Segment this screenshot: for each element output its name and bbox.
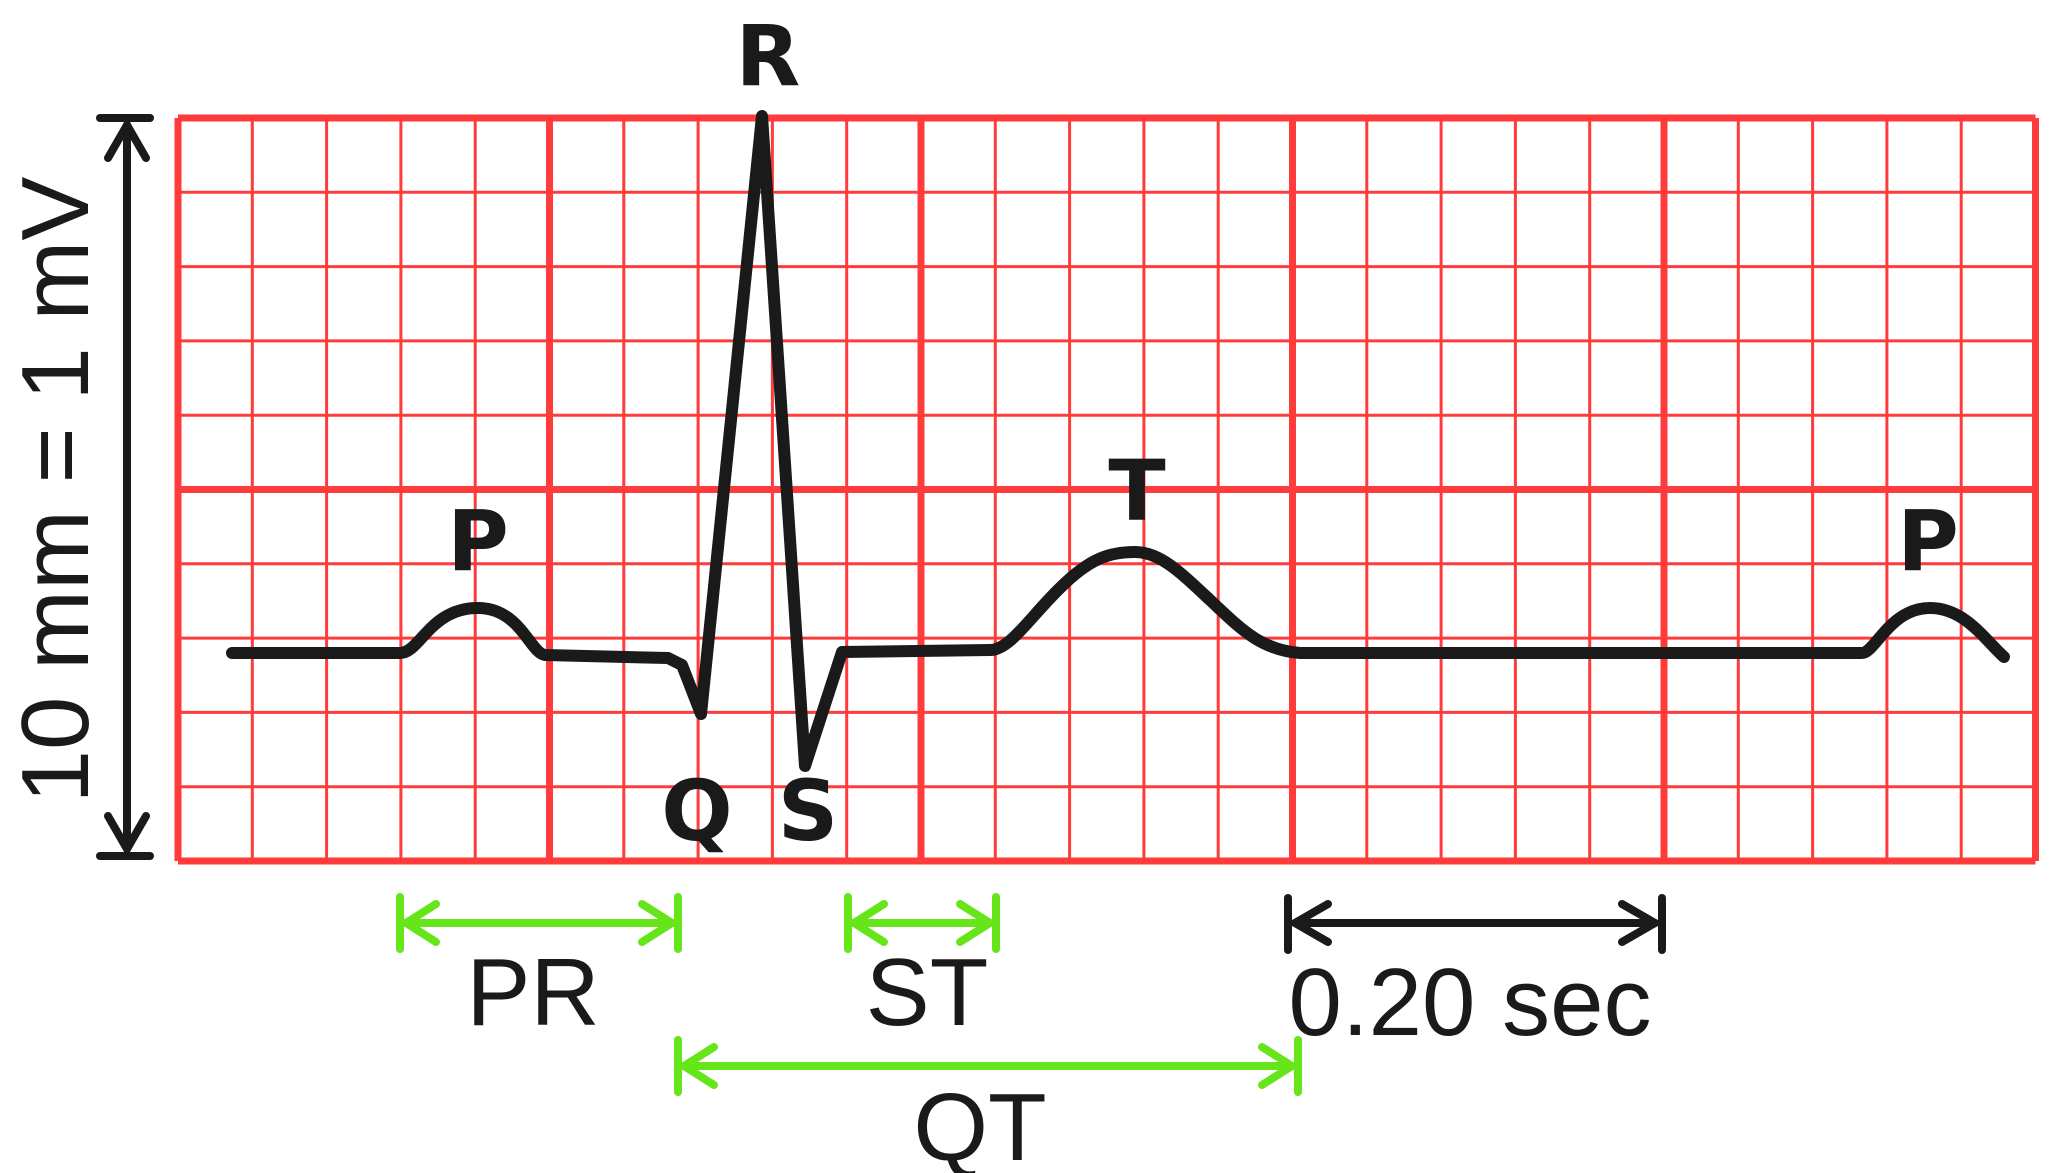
interval-label-st: ST bbox=[866, 939, 989, 1046]
time-scale-arrow bbox=[1284, 894, 1666, 954]
interval-label-pr: PR bbox=[466, 939, 599, 1046]
wave-label-t: T bbox=[1108, 442, 1165, 540]
wave-label-p: P bbox=[447, 492, 509, 590]
wave-label-p-next: P bbox=[1897, 492, 1959, 590]
interval-arrow-st bbox=[844, 893, 1000, 953]
calibration-label: 10 mm = 1 mV bbox=[2, 177, 109, 804]
interval-arrows bbox=[396, 893, 1302, 1096]
calibration-arrow bbox=[96, 114, 154, 860]
wave-label-r: R bbox=[736, 7, 801, 105]
wave-label-q: Q bbox=[661, 762, 732, 860]
time-scale-label: 0.20 sec bbox=[1289, 949, 1652, 1056]
interval-arrow-qt bbox=[674, 1036, 1302, 1096]
interval-label-qt: QT bbox=[913, 1074, 1046, 1173]
wave-label-s: S bbox=[778, 762, 839, 860]
interval-arrow-pr bbox=[396, 893, 682, 953]
ecg-grid-paper bbox=[174, 114, 2039, 865]
ecg-trace bbox=[226, 110, 2010, 772]
